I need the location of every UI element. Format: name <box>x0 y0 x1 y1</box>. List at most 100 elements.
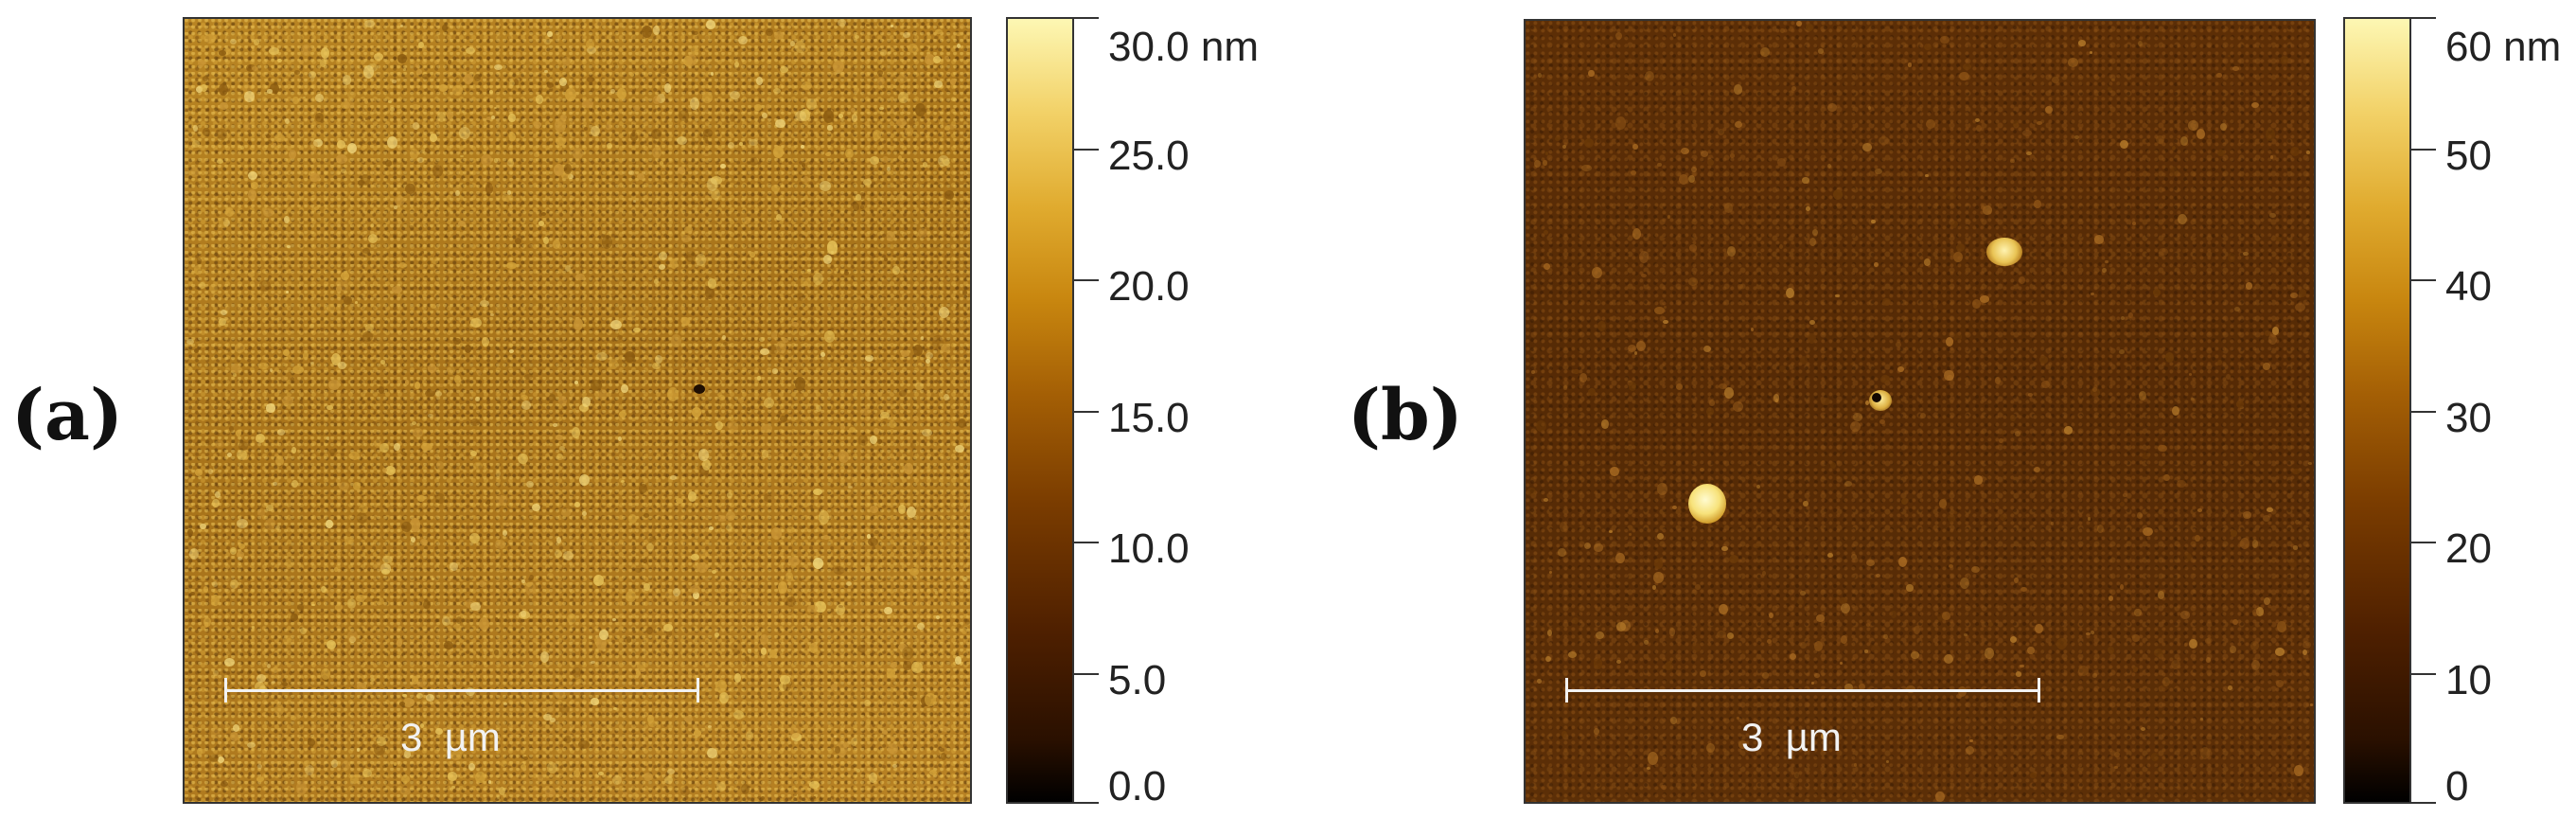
surface-grain <box>663 623 673 632</box>
surface-grain <box>438 84 448 92</box>
surface-grain <box>357 683 367 690</box>
surface-grain <box>1738 283 1744 290</box>
surface-grain <box>835 745 841 754</box>
surface-grain <box>465 598 474 609</box>
surface-grain <box>520 394 529 400</box>
surface-grain <box>1543 160 1547 166</box>
surface-grain <box>2063 426 2073 435</box>
surface-grain <box>2188 372 2193 377</box>
colorbar-tick <box>2409 148 2436 151</box>
surface-grain <box>336 286 343 292</box>
surface-grain <box>218 317 226 326</box>
surface-grain <box>362 331 373 342</box>
scale-bar-cap-left <box>224 678 227 702</box>
surface-grain <box>597 771 604 775</box>
surface-grain <box>1672 506 1677 510</box>
surface-grain <box>851 114 858 123</box>
surface-grain <box>258 362 269 369</box>
surface-grain <box>1796 21 1803 27</box>
surface-grain <box>328 379 340 390</box>
surface-grain <box>908 43 919 53</box>
surface-grain <box>498 786 506 796</box>
surface-grain <box>845 581 852 587</box>
surface-grain <box>1861 143 1872 151</box>
colorbar-tick <box>2409 279 2436 281</box>
surface-grain <box>469 602 482 612</box>
surface-grain <box>1714 670 1718 675</box>
surface-grain <box>797 293 805 302</box>
surface-grain <box>2280 258 2284 262</box>
colorbar-tick-label: 50 <box>2445 132 2492 179</box>
surface-grain <box>587 76 594 83</box>
surface-grain <box>2262 363 2271 371</box>
surface-grain <box>546 572 555 579</box>
surface-grain <box>362 65 374 79</box>
surface-grain <box>515 52 520 57</box>
surface-grain <box>822 535 830 541</box>
surface-grain <box>2090 630 2095 634</box>
surface-grain <box>940 747 944 753</box>
surface-grain <box>863 178 872 186</box>
surface-grain <box>730 115 736 123</box>
surface-grain <box>891 266 901 276</box>
surface-grain <box>1956 243 1966 253</box>
surface-grain <box>680 787 690 797</box>
surface-grain <box>468 763 476 771</box>
colorbar-tick-label: 0 <box>2445 763 2469 809</box>
surface-grain <box>1992 498 1996 503</box>
surface-grain <box>2089 50 2093 55</box>
surface-grain <box>802 81 813 91</box>
surface-grain <box>1897 556 1908 568</box>
surface-grain <box>648 720 657 728</box>
surface-grain <box>190 166 199 178</box>
surface-grain <box>815 404 821 413</box>
surface-grain <box>410 536 416 542</box>
surface-grain <box>571 427 581 438</box>
surface-grain <box>190 272 194 276</box>
surface-grain <box>520 763 526 770</box>
surface-grain <box>1945 337 1953 347</box>
surface-grain <box>503 614 506 616</box>
panel-label-b: (b) <box>1348 375 1463 456</box>
surface-grain <box>261 169 269 178</box>
surface-grain <box>281 681 288 687</box>
surface-grain <box>895 118 907 128</box>
surface-grain <box>1811 681 1815 685</box>
surface-grain <box>1667 214 1670 219</box>
surface-grain <box>432 258 438 265</box>
surface-grain <box>452 85 464 96</box>
surface-grain <box>935 28 943 34</box>
surface-grain <box>533 121 542 130</box>
surface-grain <box>1853 762 1858 767</box>
surface-grain <box>2227 54 2232 58</box>
surface-grain <box>687 54 697 66</box>
surface-grain <box>1707 159 1715 167</box>
surface-grain <box>450 751 463 760</box>
colorbar-tick <box>2409 802 2436 804</box>
surface-grain <box>420 442 432 452</box>
surface-grain <box>547 761 558 774</box>
surface-grain <box>889 419 896 428</box>
surface-grain <box>262 208 273 218</box>
surface-grain <box>2131 222 2137 226</box>
surface-grain <box>1726 631 1734 639</box>
surface-grain <box>866 23 870 27</box>
surface-grain <box>748 138 758 147</box>
surface-grain <box>2150 752 2159 762</box>
surface-grain <box>247 272 256 278</box>
surface-grain <box>1885 760 1890 764</box>
surface-grain <box>715 632 719 637</box>
scale-bar-line-b <box>1566 689 2039 692</box>
surface-grain <box>385 160 392 168</box>
surface-grain <box>574 381 579 384</box>
surface-grain <box>897 73 909 84</box>
surface-grain <box>480 299 489 308</box>
surface-grain <box>658 252 668 260</box>
surface-grain <box>341 759 350 772</box>
surface-grain <box>809 780 820 789</box>
surface-grain <box>948 124 955 131</box>
surface-grain <box>326 640 336 650</box>
surface-grain <box>865 719 871 726</box>
surface-grain <box>2126 320 2131 326</box>
surface-grain <box>217 128 227 140</box>
